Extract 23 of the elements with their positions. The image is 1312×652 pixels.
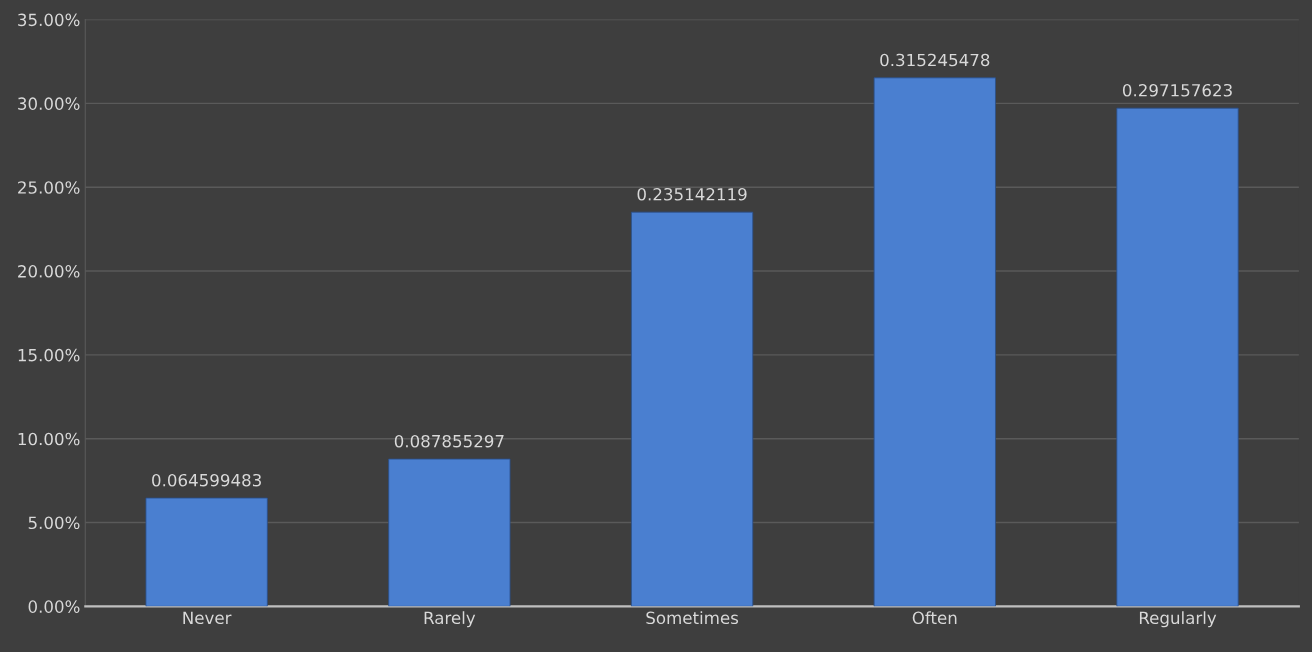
y-tick-label: 10.00%: [18, 432, 80, 446]
x-tick-label: Rarely: [424, 611, 476, 628]
bar: [145, 497, 268, 607]
y-tick-label: 5.00%: [28, 516, 80, 530]
y-tick-label: 20.00%: [18, 265, 80, 278]
y-tick-label: 0.00%: [28, 600, 80, 613]
y-tick-label: 15.00%: [18, 348, 80, 362]
y-tick-label: 30.00%: [18, 97, 80, 110]
x-tick-label: Regularly: [1139, 611, 1217, 628]
bar: [630, 211, 754, 607]
bar: [388, 458, 511, 607]
x-tick-label: Often: [912, 611, 957, 625]
y-tick-label: 25.00%: [18, 181, 80, 194]
x-tick-label: Sometimes: [646, 611, 739, 625]
bar: [873, 77, 996, 607]
y-tick-label: 35.00%: [18, 13, 80, 27]
data-label: 0.064599483: [152, 473, 261, 487]
data-label: 0.087855297: [394, 434, 504, 448]
data-label: 0.297157623: [1122, 83, 1232, 97]
x-tick-label: Never: [183, 611, 232, 625]
data-label: 0.315245478: [880, 53, 990, 67]
bar: [1116, 107, 1239, 607]
data-label: 0.235142119: [637, 187, 747, 201]
